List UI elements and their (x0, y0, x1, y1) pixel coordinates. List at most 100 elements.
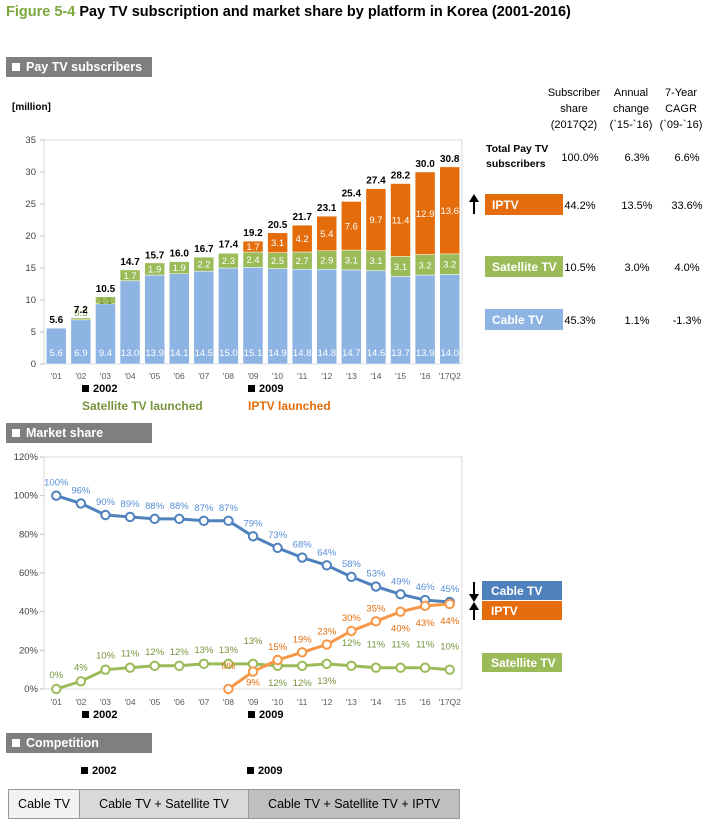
subscribers-bar-chart: [million]051015202530355.65.6'016.90.37.… (12, 87, 703, 413)
series-point (321, 658, 332, 670)
competition-stage-all: Cable TV + Satellite TV + IPTV (248, 789, 460, 819)
bar-total-label: 15.7 (145, 251, 165, 262)
figure-number: Figure 5-4 (6, 4, 76, 20)
section-label-text: Market share (26, 426, 104, 440)
x-tick-label: '06 (174, 697, 185, 707)
point-value-label: 53% (366, 569, 386, 580)
bar-value-label: 6.9 (74, 348, 87, 359)
y-tick-label: 20 (25, 231, 36, 242)
x-tick-label: '08 (223, 371, 234, 381)
row-label-total: subscribers (486, 158, 546, 170)
point-value-label: 12% (342, 638, 362, 649)
bar-total-label: 21.7 (292, 212, 312, 223)
series-point (370, 616, 382, 627)
marker-2009 (248, 711, 255, 718)
series-point (296, 647, 308, 658)
point-value-label: 19% (293, 634, 313, 645)
x-tick-label: '07 (198, 697, 209, 707)
bar-total-label: 20.5 (268, 220, 288, 231)
up-arrow-icon (469, 602, 479, 610)
table-cell: -1.3% (673, 315, 702, 327)
bar-total-label: 28.2 (391, 171, 411, 182)
point-value-label: 88% (170, 501, 190, 512)
table-header: (`15-`16) (610, 119, 653, 131)
x-tick-label: '09 (247, 371, 258, 381)
table-cell: 10.5% (564, 262, 595, 274)
bar-total-label: 19.2 (243, 228, 263, 239)
legend-label: Satellite TV (492, 260, 557, 274)
series-point (346, 660, 357, 671)
competition-marker-2009: 2009 (247, 765, 282, 777)
bar-value-label: 13.9 (416, 348, 435, 359)
bar-value-label: 5.4 (320, 229, 333, 240)
series-point (296, 660, 308, 671)
y-tick-label: 60% (19, 568, 39, 579)
market-share-line-chart: 0% 20% 40% 60% 80% 100% 120% '01 '02 '03 '04 '05 '06… (14, 452, 562, 721)
x-tick-label: '11 (297, 371, 308, 381)
series-point (223, 515, 234, 526)
series-point (395, 589, 406, 600)
point-value-label: 35% (366, 603, 386, 614)
point-value-label: 49% (391, 576, 411, 587)
bar-value-label: 1.7 (123, 271, 136, 282)
x-tick-label: '10 (272, 371, 283, 381)
bar-value-label: 2.9 (320, 256, 333, 267)
point-value-label: 0% (49, 670, 63, 681)
x-tick-label: '12 (321, 371, 332, 381)
point-value-label: 12% (170, 647, 190, 658)
table-cell: 100.0% (561, 152, 599, 164)
series-point (75, 676, 87, 687)
point-value-label: 96% (71, 485, 91, 496)
point-value-label: 9% (246, 678, 260, 689)
table-cell: 6.6% (674, 152, 699, 164)
bar-value-label: 4.2 (296, 234, 309, 245)
x-tick-label: '02 (75, 697, 86, 707)
point-value-label: 11% (367, 640, 386, 651)
x-tick-label: '14 (370, 697, 381, 707)
series-point (321, 560, 332, 571)
bar-segment-satellite-tv (218, 253, 239, 269)
bar-segment-satellite-tv (144, 262, 165, 276)
x-tick-label: '07 (198, 371, 209, 381)
series-point (296, 552, 308, 563)
section-label-text: Competition (26, 736, 99, 750)
figure-title-text: Pay TV subscription and market share by … (79, 4, 571, 20)
x-tick-label: '09 (247, 697, 258, 707)
y-tick-label: 15 (25, 263, 36, 274)
bar-total-label: 30.0 (415, 159, 435, 170)
marker-2002 (82, 385, 89, 392)
point-value-label: 45% (440, 584, 460, 595)
point-value-label: 15% (268, 642, 288, 653)
series-point (51, 490, 62, 501)
legend-box (482, 581, 562, 600)
competition-stage-cable-satellite: Cable TV + Satellite TV (79, 789, 249, 819)
bar-value-label: 1.7 (246, 242, 259, 253)
down-arrow-icon (469, 594, 479, 602)
bar-total-label: 7.2 (74, 305, 88, 316)
point-value-label: 0% (222, 661, 236, 672)
x-tick-label: '14 (370, 371, 381, 381)
bar-value-label: 1.9 (148, 264, 161, 275)
bar-total-label: 10.5 (96, 284, 116, 295)
point-value-label: 10% (96, 651, 116, 662)
bar-value-label: 11.4 (392, 216, 410, 227)
section-label-subscribers: Pay TV subscribers (6, 57, 152, 77)
table-header: (`09-`16) (660, 119, 703, 131)
bar-segment-iptv (365, 188, 387, 251)
bar-value-label: 2.5 (271, 256, 284, 267)
section-label-text: Pay TV subscribers (26, 60, 143, 74)
section-label-market-share: Market share (6, 423, 152, 443)
figure-title: Figure 5-4 Pay TV subscription and marke… (6, 4, 571, 20)
point-value-label: 13% (243, 636, 263, 647)
table-cell: 33.6% (671, 200, 702, 212)
point-value-label: 100% (44, 478, 69, 489)
point-value-label: 12% (293, 678, 313, 689)
marker-year: 2009 (258, 765, 283, 777)
point-value-label: 46% (416, 582, 436, 593)
x-tick-label: '06 (174, 371, 185, 381)
bar-segment-iptv (341, 201, 362, 251)
x-tick-label: '05 (149, 697, 160, 707)
bar-value-label: 14.5 (195, 348, 214, 359)
series-point (174, 660, 185, 671)
y-tick-label: 80% (19, 529, 39, 540)
